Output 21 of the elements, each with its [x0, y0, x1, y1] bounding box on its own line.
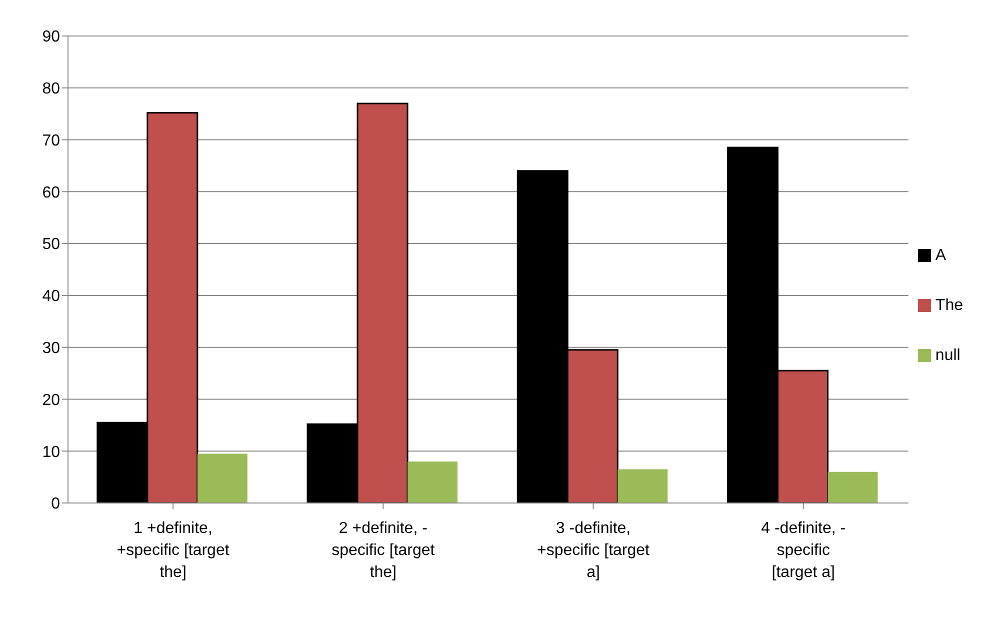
- y-tick-label: 50: [42, 236, 60, 254]
- x-tick-label: 3 -definite, +specific [target a]: [537, 520, 650, 581]
- legend-label: The: [935, 296, 963, 314]
- legend-label: A: [935, 246, 946, 264]
- y-tick-label: 80: [42, 80, 60, 98]
- y-tick-label: 60: [42, 184, 60, 202]
- legend-label: null: [935, 346, 960, 364]
- bar: [618, 469, 668, 503]
- y-tick-label: 20: [42, 392, 60, 409]
- y-tick-label: 40: [42, 288, 60, 306]
- x-tick-label: 4 -definite, - specific [target a]: [761, 520, 846, 581]
- y-tick-label: 0: [51, 496, 60, 513]
- bar: [408, 461, 458, 503]
- y-tick-label: 70: [42, 132, 60, 150]
- y-tick-label: 90: [42, 28, 60, 46]
- y-tick-label: 10: [42, 444, 60, 461]
- x-tick-label: 2 +definite, - specific [target the]: [332, 520, 436, 581]
- bar: [197, 454, 248, 503]
- y-tick-label: 30: [42, 340, 60, 358]
- x-tick-label: 1 +definite, +specific [target the]: [116, 520, 230, 581]
- bar: [828, 472, 878, 503]
